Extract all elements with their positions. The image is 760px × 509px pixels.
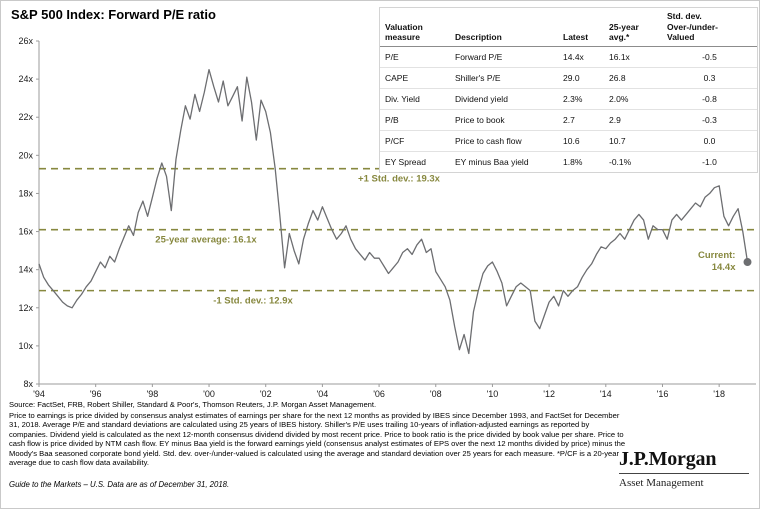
x-tick-label: '04 <box>317 389 329 399</box>
guide-to-markets-line: Guide to the Markets – U.S. Data are as … <box>9 480 230 489</box>
footer-notes: Source: FactSet, FRB, Robert Shiller, St… <box>9 400 629 468</box>
y-tick-label: 8x <box>23 379 33 389</box>
y-tick-label: 22x <box>18 112 33 122</box>
table-cell: 0.3 <box>703 72 716 83</box>
y-tick-label: 18x <box>18 188 33 198</box>
table-cell: Forward P/E <box>455 51 503 62</box>
table-cell: P/CF <box>385 135 405 146</box>
table-header-cell: 25-year avg.* <box>609 21 639 43</box>
x-tick-label: '18 <box>713 389 725 399</box>
table-cell: 26.8 <box>609 72 626 83</box>
x-tick-label: '06 <box>373 389 385 399</box>
table-cell: Price to cash flow <box>455 135 522 146</box>
table-row: P/E Forward P/E 14.4x 16.1x -0.5 <box>380 47 757 68</box>
y-tick-label: 14x <box>18 265 33 275</box>
source-line: Source: FactSet, FRB, Robert Shiller, St… <box>9 400 377 409</box>
jpmorgan-logo: J.P.Morgan Asset Management <box>619 448 749 489</box>
y-tick-label: 26x <box>18 36 33 46</box>
x-tick-label: '96 <box>90 389 102 399</box>
x-tick-label: '94 <box>33 389 45 399</box>
current-value-label: 14.4x <box>712 262 736 273</box>
x-tick-label: '12 <box>543 389 555 399</box>
table-cell: 29.0 <box>563 72 580 83</box>
y-tick-label: 16x <box>18 227 33 237</box>
table-cell: P/E <box>385 51 399 62</box>
table-cell: -0.1% <box>609 156 632 167</box>
forward-pe-line <box>38 68 749 355</box>
current-label: Current: <box>698 250 735 261</box>
table-cell: Dividend yield <box>455 93 508 104</box>
x-tick-label: '16 <box>657 389 669 399</box>
y-tick-label: 24x <box>18 74 33 84</box>
table-cell: 2.0% <box>609 93 629 104</box>
table-header-cell: Latest <box>563 32 589 42</box>
table-row: EY Spread EY minus Baa yield 1.8% -0.1% -1.0 <box>380 152 757 172</box>
valuation-table-body: P/E Forward P/E 14.4x 16.1x -0.5 CAPE Shiller'… <box>380 47 757 172</box>
x-tick-label: '98 <box>146 389 158 399</box>
logo-divider <box>619 473 749 474</box>
table-cell: 16.1x <box>609 51 630 62</box>
table-header-cell: Description <box>455 32 502 42</box>
table-cell: 2.7 <box>563 114 575 125</box>
y-tick-label: 20x <box>18 150 33 160</box>
table-cell: EY minus Baa yield <box>455 156 529 167</box>
table-cell: P/B <box>385 114 399 125</box>
logo-wordmark: J.P.Morgan <box>619 448 717 470</box>
page-title: S&P 500 Index: Forward P/E ratio <box>11 7 216 22</box>
table-row: P/B Price to book 2.7 2.9 -0.3 <box>380 110 757 131</box>
table-cell: Div. Yield <box>385 93 420 104</box>
logo-subtitle: Asset Management <box>619 477 704 489</box>
x-tick-label: '10 <box>487 389 499 399</box>
table-cell: EY Spread <box>385 156 426 167</box>
table-cell: Shiller's P/E <box>455 72 501 83</box>
methodology-note: Price to earnings is price divided by co… <box>9 410 626 468</box>
table-cell: CAPE <box>385 72 409 83</box>
forward-pe-chart: 8x 10x 12x 14x 16x 18x 20x 22x 24x 26x '94 '96 '98 '0… <box>18 36 756 399</box>
current-value-dot <box>743 258 752 267</box>
table-cell: -0.8 <box>702 93 717 104</box>
table-row: P/CF Price to cash flow 10.6 10.7 0.0 <box>380 131 757 152</box>
table-cell: 10.7 <box>609 135 626 146</box>
table-cell: 2.9 <box>609 114 621 125</box>
valuation-table-header: Valuation measure Description Latest 25-yea… <box>380 8 757 47</box>
table-cell: 10.6 <box>563 135 580 146</box>
table-header-cell: Std. dev. Over-/under- Valued <box>667 11 719 42</box>
valuation-table: Valuation measure Description Latest 25-yea… <box>379 7 758 173</box>
reference-line-label: +1 Std. dev.: 19.3x <box>358 174 441 185</box>
table-cell: -0.3 <box>702 114 717 125</box>
table-cell: 2.3% <box>563 93 583 104</box>
table-row: Div. Yield Dividend yield 2.3% 2.0% -0.8 <box>380 89 757 110</box>
table-cell: 0.0 <box>703 135 716 146</box>
reference-line-label: -1 Std. dev.: 12.9x <box>213 296 293 307</box>
table-header-cell: Valuation measure <box>385 21 423 43</box>
reference-line-label: 25-year average: 16.1x <box>155 235 257 246</box>
table-cell: Price to book <box>455 114 505 125</box>
x-tick-label: '00 <box>203 389 215 399</box>
table-row: CAPE Shiller's P/E 29.0 26.8 0.3 <box>380 68 757 89</box>
x-tick-label: '14 <box>600 389 612 399</box>
x-tick-label: '08 <box>430 389 442 399</box>
y-tick-label: 10x <box>18 341 33 351</box>
y-tick-label: 12x <box>18 303 33 313</box>
x-tick-label: '02 <box>260 389 272 399</box>
table-cell: -1.0 <box>702 156 717 167</box>
table-cell: 1.8% <box>563 156 583 167</box>
table-cell: -0.5 <box>702 51 717 62</box>
table-cell: 14.4x <box>563 51 584 62</box>
